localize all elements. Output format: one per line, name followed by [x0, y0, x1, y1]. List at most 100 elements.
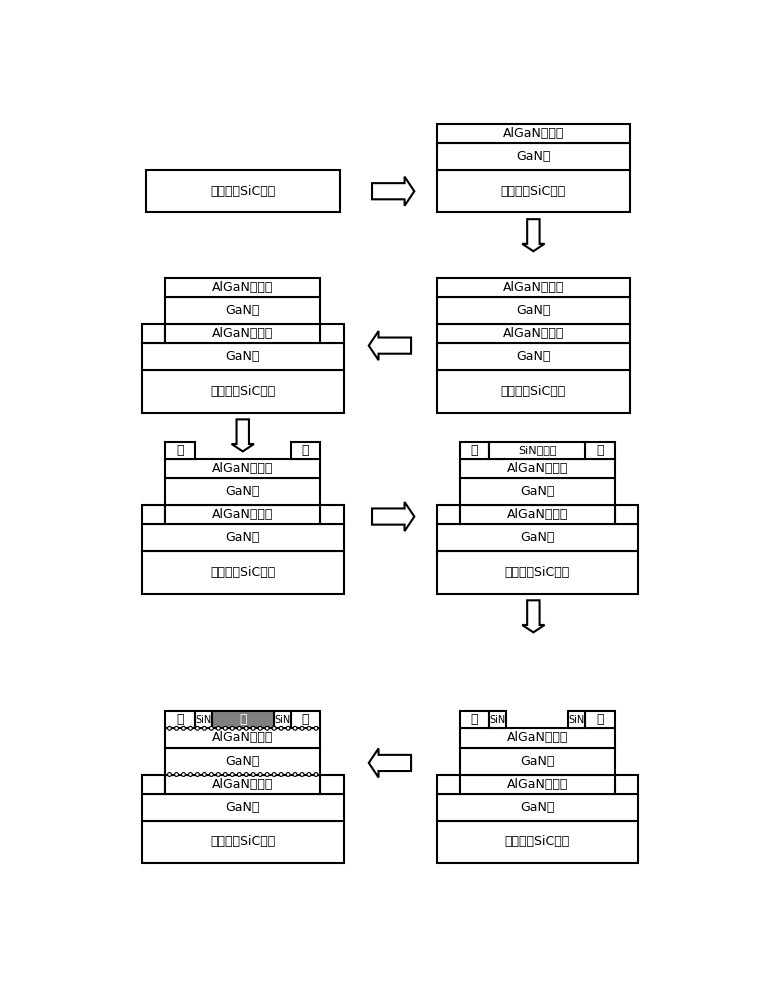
Bar	[320, 324, 344, 343]
Text: 蓝宝石或SiC衬底: 蓝宝石或SiC衬底	[210, 385, 275, 398]
Circle shape	[216, 726, 220, 730]
Text: GaN层: GaN层	[225, 350, 260, 363]
Circle shape	[209, 773, 213, 776]
Text: AlGaN势垒层: AlGaN势垒层	[503, 281, 564, 294]
Bar	[436, 774, 460, 794]
Text: SiN: SiN	[490, 715, 506, 725]
Circle shape	[244, 773, 248, 776]
Text: AlGaN势垒层: AlGaN势垒层	[503, 327, 564, 340]
Text: GaN层: GaN层	[225, 485, 260, 498]
Text: GaN层: GaN层	[225, 304, 260, 317]
Bar	[436, 124, 630, 143]
Circle shape	[202, 726, 206, 730]
Circle shape	[265, 726, 269, 730]
Circle shape	[258, 773, 262, 776]
Bar	[615, 505, 638, 524]
Text: 蓝宝石或SiC衬底: 蓝宝石或SiC衬底	[500, 385, 566, 398]
Bar	[436, 524, 638, 551]
Bar	[460, 505, 615, 524]
Bar	[142, 343, 344, 370]
Bar	[460, 728, 615, 748]
Text: GaN层: GaN层	[516, 350, 551, 363]
Circle shape	[272, 773, 276, 776]
Text: AlGaN势垒层: AlGaN势垒层	[507, 778, 568, 791]
Circle shape	[174, 726, 179, 730]
Circle shape	[238, 773, 241, 776]
Bar	[436, 324, 630, 343]
Bar	[436, 551, 638, 594]
Bar	[142, 551, 344, 594]
Circle shape	[189, 726, 193, 730]
Bar	[436, 821, 638, 863]
Text: 漏: 漏	[302, 444, 309, 457]
Circle shape	[189, 773, 193, 776]
Text: AlGaN势垒层: AlGaN势垒层	[212, 731, 274, 744]
Bar	[291, 711, 320, 728]
Bar	[460, 442, 489, 459]
Bar	[436, 143, 630, 170]
Bar	[165, 748, 320, 774]
Polygon shape	[369, 331, 411, 360]
Circle shape	[238, 726, 241, 730]
Text: 源: 源	[176, 444, 183, 457]
Text: 蓝宝石或SiC衬底: 蓝宝石或SiC衬底	[505, 835, 570, 848]
Bar	[165, 278, 320, 297]
Text: GaN层: GaN层	[520, 485, 555, 498]
Bar	[165, 442, 195, 459]
Text: SiN: SiN	[195, 715, 212, 725]
Circle shape	[196, 773, 199, 776]
Circle shape	[251, 773, 255, 776]
Circle shape	[314, 726, 318, 730]
Bar	[274, 711, 291, 728]
Bar	[489, 711, 507, 728]
Bar	[436, 297, 630, 324]
Circle shape	[258, 726, 262, 730]
Circle shape	[167, 773, 171, 776]
Bar	[460, 711, 489, 728]
Text: GaN层: GaN层	[520, 755, 555, 768]
Circle shape	[196, 726, 199, 730]
Bar	[460, 774, 615, 794]
Bar	[585, 442, 615, 459]
Text: 漏: 漏	[596, 444, 604, 457]
Text: GaN层: GaN层	[225, 801, 260, 814]
Text: 源: 源	[471, 713, 478, 726]
Polygon shape	[523, 219, 545, 251]
Bar	[142, 774, 165, 794]
Text: 蓝宝石或SiC衬底: 蓝宝石或SiC衬底	[505, 566, 570, 579]
Circle shape	[223, 773, 227, 776]
Bar	[165, 774, 320, 794]
Circle shape	[314, 773, 318, 776]
Text: 栅: 栅	[239, 713, 247, 726]
Text: 蓝宝石或SiC衬底: 蓝宝石或SiC衬底	[210, 835, 275, 848]
Circle shape	[174, 773, 179, 776]
Bar	[165, 505, 320, 524]
Bar	[142, 821, 344, 863]
Text: GaN层: GaN层	[225, 531, 260, 544]
Text: GaN层: GaN层	[520, 801, 555, 814]
Circle shape	[182, 726, 186, 730]
Circle shape	[231, 773, 235, 776]
Text: GaN层: GaN层	[225, 755, 260, 768]
Bar	[165, 297, 320, 324]
Bar	[142, 794, 344, 821]
Text: SiN: SiN	[568, 715, 585, 725]
Circle shape	[300, 726, 304, 730]
Text: AlGaN势垒层: AlGaN势垒层	[507, 508, 568, 521]
Circle shape	[307, 773, 311, 776]
Bar	[165, 459, 320, 478]
Bar	[142, 524, 344, 551]
Bar	[320, 774, 344, 794]
Text: 源: 源	[176, 713, 183, 726]
Text: AlGaN势垒层: AlGaN势垒层	[212, 508, 274, 521]
Bar	[489, 442, 585, 459]
Bar	[436, 370, 630, 413]
Text: SiN钝化层: SiN钝化层	[518, 445, 556, 455]
Bar	[568, 711, 585, 728]
Circle shape	[209, 726, 213, 730]
Bar	[165, 711, 195, 728]
Bar	[165, 324, 320, 343]
Bar	[436, 278, 630, 297]
Text: GaN层: GaN层	[520, 531, 555, 544]
Circle shape	[251, 726, 255, 730]
